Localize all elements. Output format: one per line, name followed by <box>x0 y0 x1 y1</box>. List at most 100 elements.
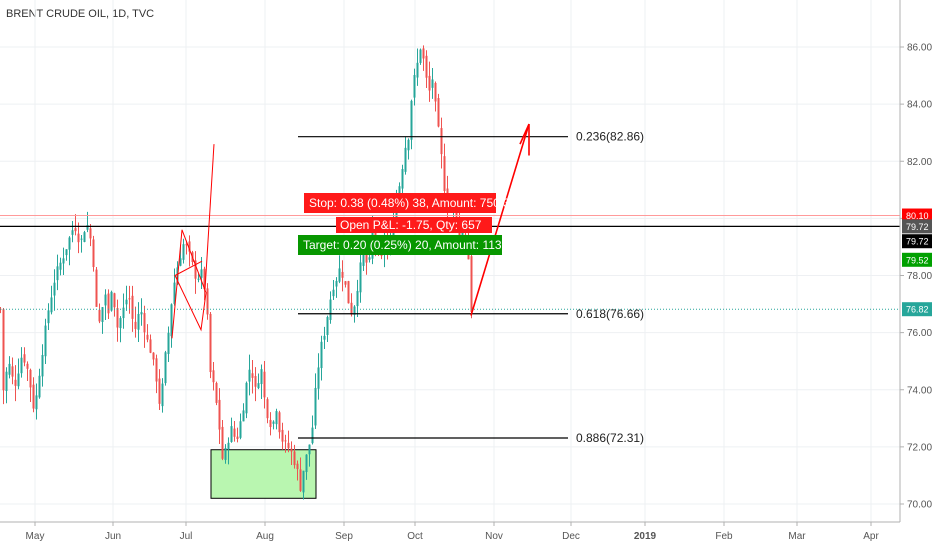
open-pnl-box <box>336 217 492 233</box>
candle-body <box>338 268 341 282</box>
projection-arrow-head <box>519 123 530 156</box>
candle-body <box>8 363 11 375</box>
candle-body <box>212 370 215 383</box>
candle-body <box>422 48 425 59</box>
candle-body <box>203 268 206 290</box>
candle-body <box>356 290 359 307</box>
candle-body <box>326 317 329 335</box>
candle-body <box>359 262 362 293</box>
candle-body <box>407 139 410 151</box>
candle-body <box>233 428 236 437</box>
x-tick-label: Jul <box>180 531 193 542</box>
stop-box <box>304 193 496 213</box>
candle-body <box>194 260 197 279</box>
candle-body <box>167 332 170 355</box>
candle-body <box>173 282 176 304</box>
price-axis: 70.0072.0074.0076.0078.0080.0082.0084.00… <box>899 0 932 522</box>
chart-title: BRENT CRUDE OIL, 1D, TVC <box>6 8 155 20</box>
candle-body <box>263 371 266 398</box>
candle-body <box>110 291 113 311</box>
price-tag-label: 79.52 <box>906 255 929 265</box>
candle-body <box>44 325 47 357</box>
fib-level-label: 0.618(76.66) <box>576 307 644 321</box>
candle-body <box>332 289 335 297</box>
candle-body <box>29 369 32 388</box>
candle-body <box>131 295 134 319</box>
y-tick-label: 78.00 <box>907 271 932 282</box>
candle-body <box>251 373 254 378</box>
x-tick-label: Jun <box>105 531 121 542</box>
candle-body <box>335 280 338 287</box>
candle-body <box>236 436 239 439</box>
candle-body <box>293 451 296 466</box>
candle-body <box>278 412 281 433</box>
candle-body <box>35 395 38 410</box>
candle-body <box>404 147 407 172</box>
candle-body <box>428 75 431 91</box>
candle-body <box>53 282 56 296</box>
x-tick-label: 2019 <box>634 531 657 542</box>
price-tag-label: 79.72 <box>906 237 929 247</box>
candle-body <box>437 98 440 127</box>
candle-body <box>188 241 191 252</box>
price-tag <box>902 208 932 223</box>
x-tick-label: May <box>26 531 45 542</box>
candle-body <box>215 383 218 403</box>
candle-body <box>41 354 44 377</box>
candle-body <box>80 238 83 240</box>
candle-body <box>122 307 125 319</box>
candle-body <box>146 334 149 340</box>
candle-body <box>281 429 284 442</box>
candle-body <box>416 62 419 78</box>
candle-body <box>83 232 86 242</box>
candle-body <box>341 271 344 278</box>
price-tag <box>902 252 932 267</box>
candle-body <box>398 186 401 198</box>
price-tag-label: 76.82 <box>906 305 929 315</box>
time-axis: May Jun Jul Aug Sep Oct Nov Dec 2019 Feb Mar Apr <box>0 521 900 542</box>
candle-body <box>182 244 185 260</box>
candle-body <box>425 55 428 78</box>
candle-body <box>20 357 23 374</box>
candle-body <box>320 341 323 369</box>
candle-body <box>287 442 290 449</box>
candle-body <box>119 318 122 329</box>
candle-body <box>245 382 248 414</box>
candle-body <box>56 266 59 281</box>
candle-body <box>155 358 158 382</box>
candle-body <box>365 252 368 263</box>
candle-body <box>158 378 161 404</box>
candle-body <box>95 269 98 307</box>
candle-body <box>101 307 104 322</box>
candle-body <box>344 281 347 285</box>
candle-body <box>92 239 95 268</box>
candle-body <box>329 299 332 320</box>
candle-body <box>401 169 404 189</box>
candle-body <box>179 258 182 266</box>
candle-body <box>275 411 278 425</box>
candle-body <box>368 257 371 260</box>
candle-body <box>323 335 326 340</box>
candle-body <box>299 469 302 491</box>
candle-body <box>209 313 212 373</box>
candle-body <box>113 293 116 308</box>
candle-body <box>38 375 41 398</box>
candle-body <box>14 379 17 386</box>
candle-body <box>125 299 128 305</box>
candle-body <box>116 308 119 328</box>
candle-body <box>311 427 314 444</box>
candle-body <box>128 298 131 300</box>
x-tick-label: Oct <box>407 531 423 542</box>
candle-body <box>206 288 209 315</box>
candle-body <box>353 306 356 315</box>
candle-body <box>26 363 29 369</box>
candle-body <box>308 444 311 455</box>
candle-body <box>104 294 107 306</box>
y-tick-label: 82.00 <box>907 157 932 168</box>
candle-body <box>32 384 35 409</box>
candle-body <box>74 228 77 232</box>
candle-body <box>170 304 173 337</box>
candle-body <box>17 373 20 387</box>
candle-body <box>86 225 89 230</box>
